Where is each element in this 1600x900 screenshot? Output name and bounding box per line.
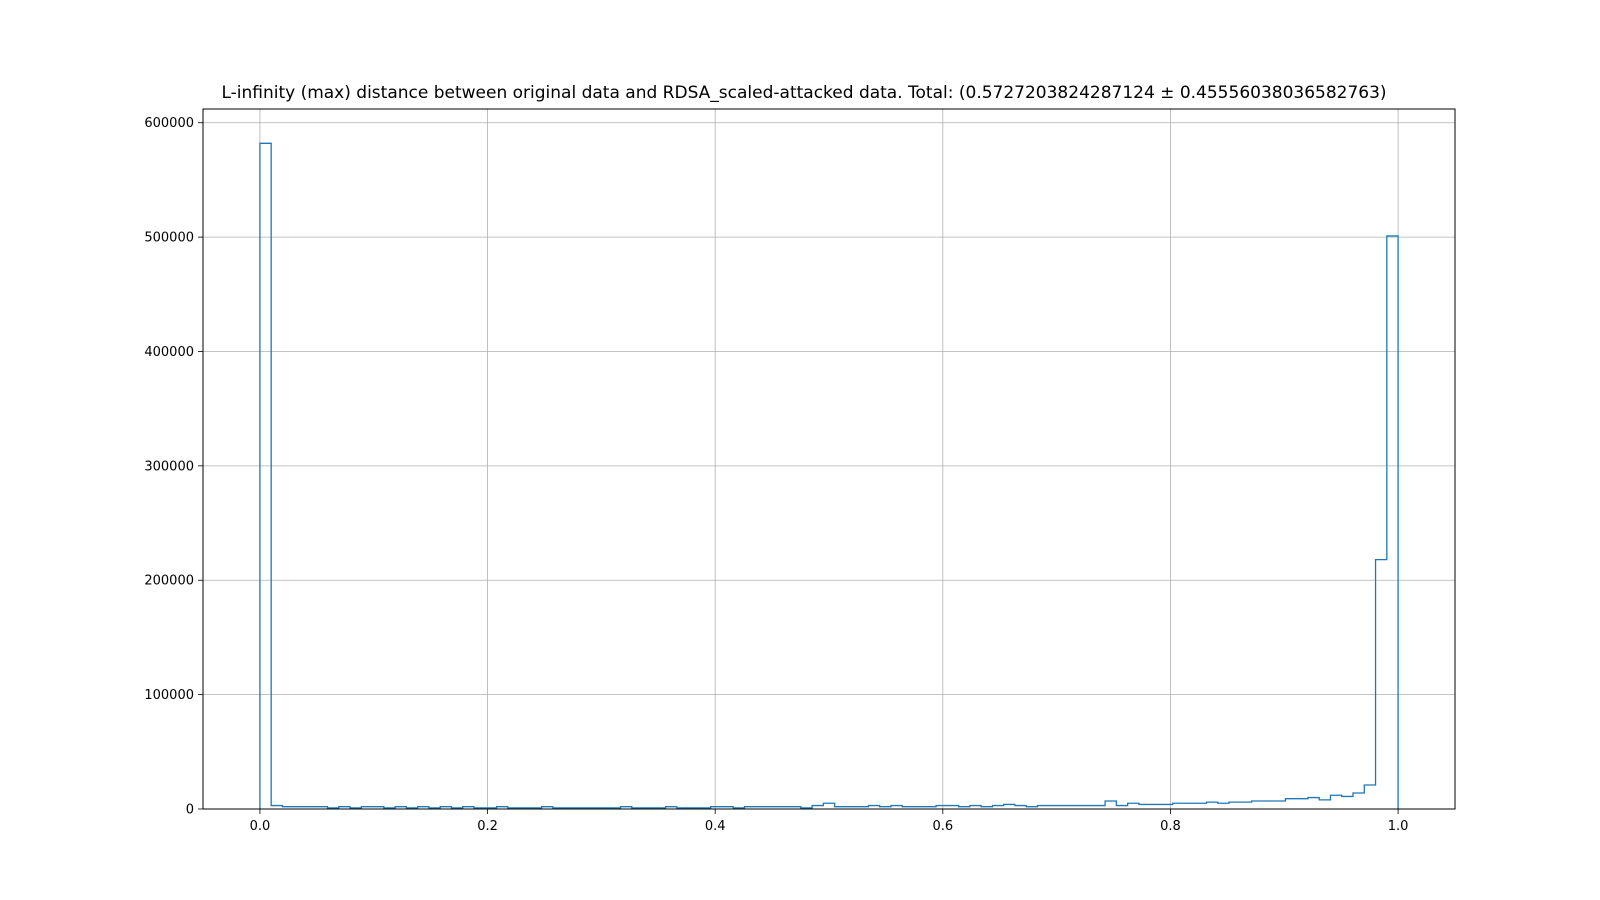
y-tick-label: 500000 [144, 231, 194, 246]
x-tick-label: 0.8 [1160, 819, 1181, 834]
y-tick-label: 400000 [144, 345, 194, 360]
y-axis: 0 100000 200000 300000 400000 500000 600000 [144, 116, 203, 818]
y-tick-label: 100000 [144, 688, 194, 703]
x-axis: 0.0 0.2 0.4 0.6 0.8 1.0 [250, 809, 1409, 834]
histogram-step-outline [259, 142, 1399, 809]
x-tick-label: 1.0 [1388, 819, 1409, 834]
x-tick-label: 0.6 [932, 819, 953, 834]
y-tick-label: 600000 [144, 116, 194, 131]
y-tick-label: 0 [186, 803, 194, 818]
axes-frame [202, 108, 1456, 810]
x-tick-label: 0.2 [477, 819, 498, 834]
chart-title: L-infinity (max) distance between origin… [221, 83, 1386, 103]
x-tick-label: 0.4 [705, 819, 726, 834]
y-tick-label: 300000 [144, 459, 194, 474]
y-tick-label: 200000 [144, 574, 194, 589]
x-tick-label: 0.0 [250, 819, 271, 834]
